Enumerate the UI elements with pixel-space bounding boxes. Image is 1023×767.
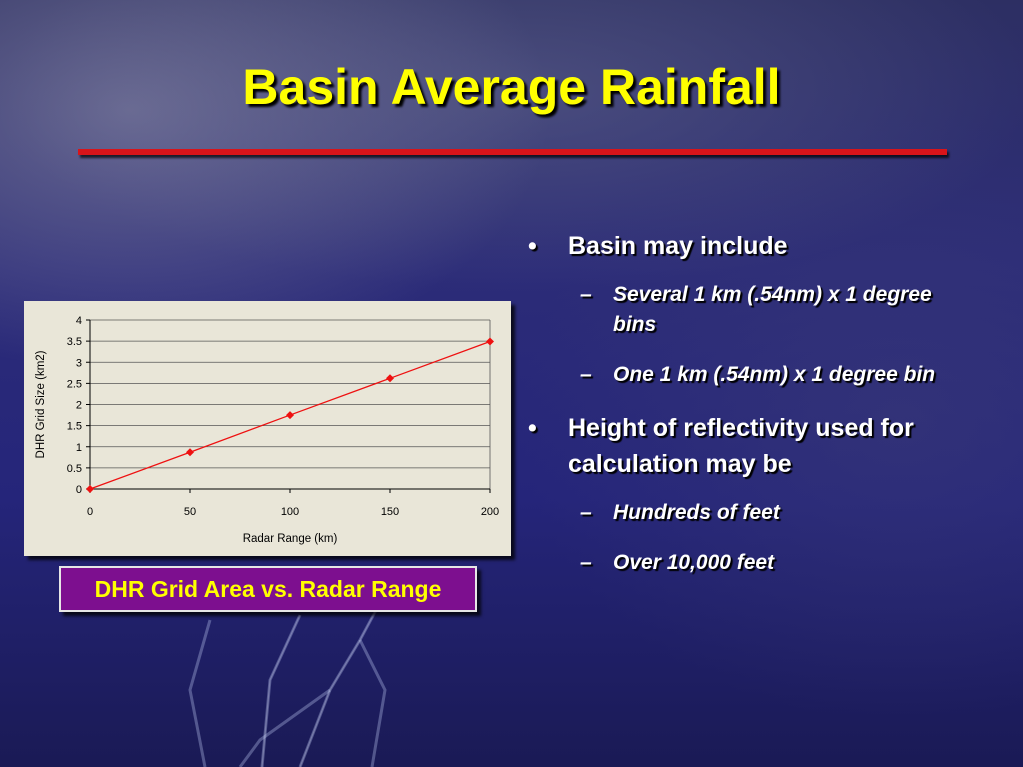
y-tick-label: 2 <box>76 400 82 412</box>
data-point <box>486 337 494 346</box>
bullet-text: Height of reflectivity used for calculat… <box>568 414 914 478</box>
data-point <box>186 448 194 457</box>
y-tick-label: 2.5 <box>67 378 82 390</box>
sub-bullet-item: – One 1 km (.54nm) x 1 degree bin <box>528 360 968 390</box>
x-tick-label: 100 <box>281 506 299 518</box>
x-tick-label: 150 <box>381 506 399 518</box>
dash-icon: – <box>580 551 592 574</box>
chart-panel: 0 0.5 1 1.5 2 2.5 3 3.5 4 0 50 100 150 200 Radar Range… <box>24 301 511 556</box>
bullet-dot-icon: • <box>528 414 537 442</box>
chart-caption: DHR Grid Area vs. Radar Range <box>59 566 477 612</box>
title-underline <box>78 149 947 155</box>
data-point <box>286 411 294 420</box>
y-tick-label: 1 <box>76 442 82 454</box>
y-tick-label: 0 <box>76 484 82 496</box>
y-tick-label: 1.5 <box>67 421 82 433</box>
data-point <box>86 485 94 493</box>
bullet-text: Basin may include <box>568 232 788 260</box>
bullet-item: • Height of reflectivity used for calcul… <box>528 410 968 482</box>
sub-bullet-item: – Several 1 km (.54nm) x 1 degree bins <box>528 280 968 340</box>
y-tick-label: 3 <box>76 357 82 369</box>
x-tick-label: 50 <box>184 506 196 518</box>
bullet-dot-icon: • <box>528 232 537 260</box>
dash-icon: – <box>580 501 592 524</box>
sub-bullet-text: Several 1 km (.54nm) x 1 degree bins <box>613 283 932 336</box>
sub-bullet-text: Over 10,000 feet <box>613 551 775 574</box>
sub-bullet-item: – Hundreds of feet <box>528 498 968 528</box>
dash-icon: – <box>580 363 592 386</box>
sub-bullet-text: Hundreds of feet <box>613 501 780 524</box>
y-axis-label: DHR Grid Size (km2) <box>35 350 47 458</box>
slide-title: Basin Average Rainfall <box>242 59 781 115</box>
bullet-item: • Basin may include <box>528 228 968 264</box>
dash-icon: – <box>580 283 592 306</box>
y-tick-label: 3.5 <box>67 336 82 348</box>
line-chart: 0 0.5 1 1.5 2 2.5 3 3.5 4 0 50 100 150 200 Radar Range… <box>35 315 499 545</box>
x-tick-label: 200 <box>481 506 499 518</box>
bullet-list: • Basin may include – Several 1 km (.54n… <box>528 228 968 598</box>
x-tick-label: 0 <box>87 506 93 518</box>
y-tick-label: 0.5 <box>67 463 82 475</box>
x-axis-label: Radar Range (km) <box>243 533 338 545</box>
sub-bullet-item: – Over 10,000 feet <box>528 548 968 578</box>
y-tick-label: 4 <box>76 315 82 327</box>
data-point <box>386 374 394 383</box>
sub-bullet-text: One 1 km (.54nm) x 1 degree bin <box>613 363 936 386</box>
